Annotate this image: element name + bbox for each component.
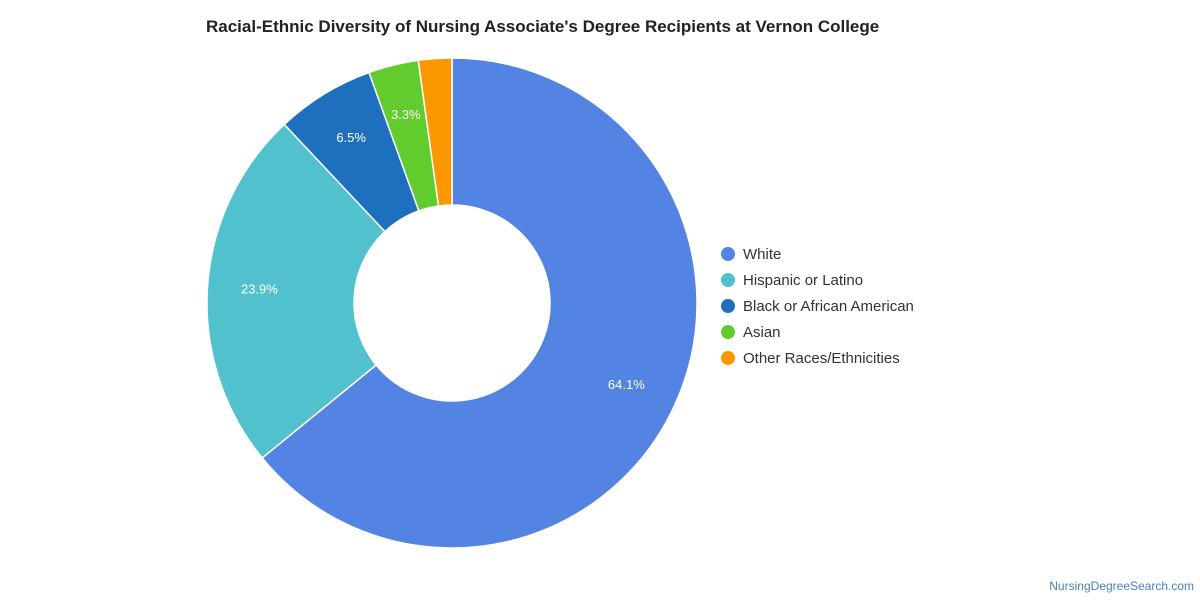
legend-item-other-races-ethnicities[interactable]: Other Races/Ethnicities: [721, 345, 914, 371]
legend-item-asian[interactable]: Asian: [721, 319, 914, 345]
legend-swatch-icon: [721, 299, 735, 313]
legend-swatch-icon: [721, 325, 735, 339]
legend-swatch-icon: [721, 273, 735, 287]
source-credit-link[interactable]: NursingDegreeSearch.com: [1049, 579, 1194, 593]
data-label-black-or-african-american: 6.5%: [336, 130, 366, 145]
chart-title: Racial-Ethnic Diversity of Nursing Assoc…: [206, 17, 880, 36]
data-label-asian: 3.3%: [391, 107, 421, 122]
legend-swatch-icon: [721, 247, 735, 261]
legend-label: Other Races/Ethnicities: [743, 349, 900, 367]
legend-label: Black or African American: [743, 297, 914, 315]
legend-item-hispanic-or-latino[interactable]: Hispanic or Latino: [721, 267, 914, 293]
donut-data-labels: 64.1% 23.9% 6.5% 3.3%: [241, 107, 645, 392]
legend-label: Hispanic or Latino: [743, 271, 864, 289]
slice-other-races-ethnicities[interactable]: [417, 57, 453, 207]
legend-item-black-or-african-american[interactable]: Black or African American: [721, 293, 914, 319]
slice-white[interactable]: [261, 57, 698, 549]
data-label-white: 64.1%: [608, 377, 645, 392]
legend-label: Asian: [743, 323, 781, 341]
donut-slices: [206, 57, 698, 549]
legend-swatch-icon: [721, 351, 735, 365]
legend-label: White: [743, 245, 782, 263]
legend-item-white[interactable]: White: [721, 241, 914, 267]
chart-legend: White Hispanic or Latino Black or African …: [721, 241, 914, 371]
data-label-hispanic-or-latino: 23.9%: [241, 282, 278, 297]
slice-hispanic-or-latino[interactable]: [206, 123, 386, 460]
